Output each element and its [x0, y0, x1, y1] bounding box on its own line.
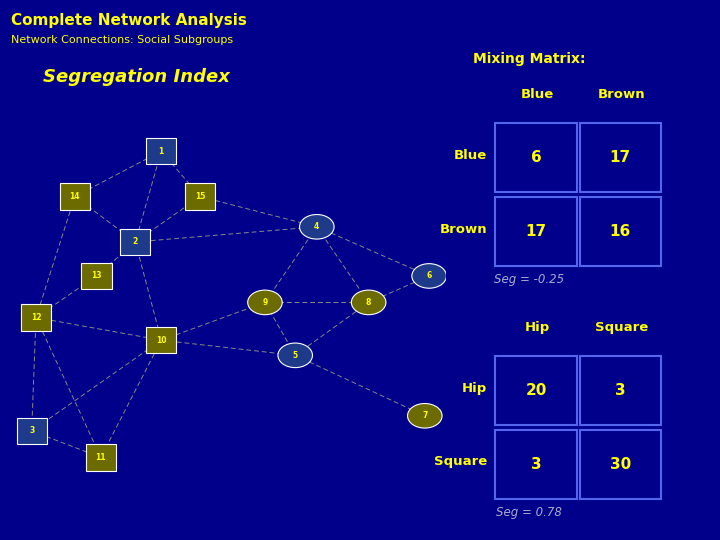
FancyBboxPatch shape [60, 184, 90, 210]
Text: 2: 2 [132, 238, 138, 246]
FancyBboxPatch shape [86, 444, 116, 470]
Text: 14: 14 [70, 192, 80, 201]
Text: 7: 7 [422, 411, 428, 420]
Text: 20: 20 [526, 383, 546, 398]
FancyBboxPatch shape [495, 356, 577, 425]
Text: Hip: Hip [462, 382, 487, 395]
Text: 5: 5 [292, 351, 298, 360]
Text: 12: 12 [31, 313, 41, 322]
Ellipse shape [408, 403, 442, 428]
Ellipse shape [248, 290, 282, 315]
Text: 3: 3 [531, 457, 541, 472]
FancyBboxPatch shape [580, 356, 661, 425]
FancyBboxPatch shape [580, 430, 661, 499]
FancyBboxPatch shape [146, 327, 176, 354]
FancyBboxPatch shape [495, 197, 577, 266]
Text: 17: 17 [526, 224, 546, 239]
Text: 11: 11 [96, 453, 106, 462]
Text: 16: 16 [610, 224, 631, 239]
FancyBboxPatch shape [580, 123, 661, 192]
Text: 10: 10 [156, 336, 166, 345]
Text: 8: 8 [366, 298, 372, 307]
Text: 9: 9 [262, 298, 268, 307]
Text: 6: 6 [531, 150, 541, 165]
FancyBboxPatch shape [17, 418, 47, 444]
Text: Blue: Blue [454, 149, 487, 162]
FancyBboxPatch shape [495, 123, 577, 192]
Text: Square: Square [595, 321, 648, 334]
Text: Blue: Blue [521, 87, 554, 100]
Text: 13: 13 [91, 272, 102, 280]
Ellipse shape [412, 264, 446, 288]
Text: Seg = -0.25: Seg = -0.25 [494, 273, 564, 286]
Text: 4: 4 [314, 222, 320, 231]
Text: Brown: Brown [439, 222, 487, 235]
Text: 30: 30 [610, 457, 631, 472]
Text: 15: 15 [195, 192, 205, 201]
Text: 3: 3 [615, 383, 626, 398]
FancyBboxPatch shape [21, 305, 51, 330]
Ellipse shape [351, 290, 386, 315]
Text: Square: Square [433, 455, 487, 468]
FancyBboxPatch shape [120, 229, 150, 255]
Text: 17: 17 [610, 150, 631, 165]
Text: Segregation Index: Segregation Index [43, 68, 230, 85]
Ellipse shape [278, 343, 312, 368]
FancyBboxPatch shape [185, 184, 215, 210]
Text: Hip: Hip [525, 321, 550, 334]
FancyBboxPatch shape [146, 138, 176, 164]
Text: Complete Network Analysis: Complete Network Analysis [11, 14, 247, 29]
FancyBboxPatch shape [495, 430, 577, 499]
Text: Network Connections: Social Subgroups: Network Connections: Social Subgroups [11, 35, 233, 45]
Text: Mixing Matrix:: Mixing Matrix: [473, 52, 585, 66]
Text: 3: 3 [29, 427, 35, 435]
FancyBboxPatch shape [580, 197, 661, 266]
FancyBboxPatch shape [81, 263, 112, 289]
Text: Brown: Brown [598, 87, 646, 100]
Text: 1: 1 [158, 147, 164, 156]
Text: 6: 6 [426, 272, 432, 280]
Text: Seg = 0.78: Seg = 0.78 [496, 506, 562, 519]
Ellipse shape [300, 214, 334, 239]
